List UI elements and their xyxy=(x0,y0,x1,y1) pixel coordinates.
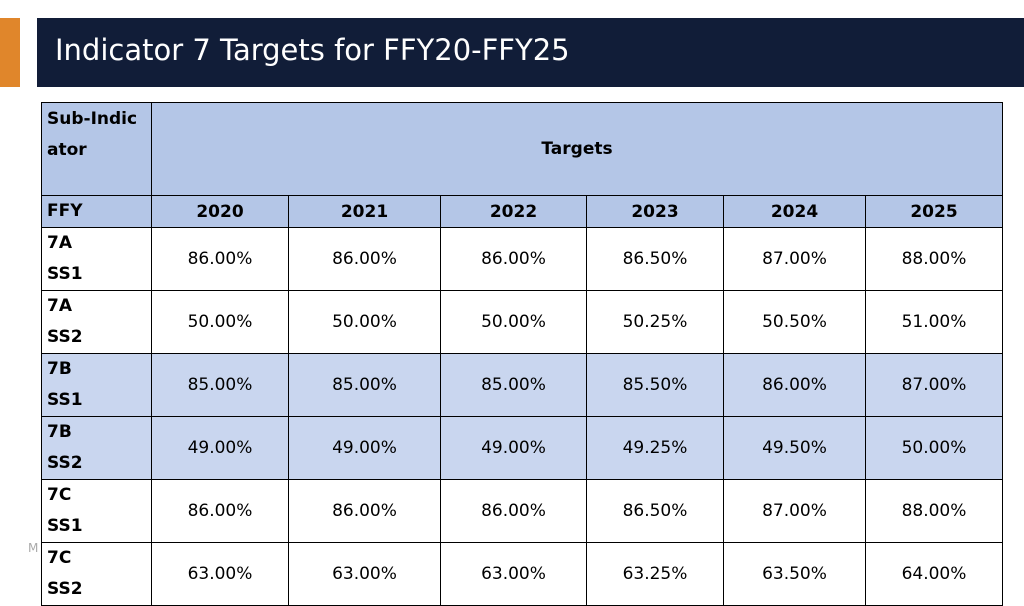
value-cell: 63.00% xyxy=(288,542,441,606)
row-label: 7C SS2 xyxy=(41,542,152,606)
value-cell: 86.00% xyxy=(723,353,866,417)
header-cell: Targets xyxy=(151,102,1003,196)
year-cell: 2022 xyxy=(440,195,587,228)
targets-table: Sub-Indicator Targets FFY 2020 2021 2022 2023 2… xyxy=(41,102,1003,606)
year-row: FFY 2020 2021 2022 2023 2024 2025 xyxy=(41,195,1003,228)
value-cell: 86.00% xyxy=(288,479,441,543)
value-cell: 63.25% xyxy=(586,542,724,606)
value-cell: 86.00% xyxy=(440,479,587,543)
value-cell: 86.00% xyxy=(288,227,441,291)
value-cell: 86.50% xyxy=(586,479,724,543)
data-row: 7C SS2 63.00% 63.00% 63.00% 63.25% 63.50% 64.00… xyxy=(41,542,1003,606)
value-cell: 88.00% xyxy=(865,479,1003,543)
year-cell: 2021 xyxy=(288,195,441,228)
year-cell: 2025 xyxy=(865,195,1003,228)
row-label-line: SS1 xyxy=(47,390,83,410)
row-label-line: 7C xyxy=(47,548,72,568)
row-label-line: 7C xyxy=(47,485,72,505)
value-cell: 50.00% xyxy=(865,416,1003,480)
data-row: 7B SS1 85.00% 85.00% 85.00% 85.50% 86.00% 87.00… xyxy=(41,353,1003,417)
value-cell: 49.25% xyxy=(586,416,724,480)
slide: Indicator 7 Targets for FFY20-FFY25 M Su… xyxy=(0,18,1024,606)
data-row: 7C SS1 86.00% 86.00% 86.00% 86.50% 87.00% 88.00… xyxy=(41,479,1003,543)
value-cell: 49.00% xyxy=(151,416,289,480)
data-row: 7A SS2 50.00% 50.00% 50.00% 50.25% 50.50% 51.00… xyxy=(41,290,1003,354)
value-cell: 86.00% xyxy=(151,479,289,543)
value-cell: 50.25% xyxy=(586,290,724,354)
value-cell: 49.00% xyxy=(440,416,587,480)
value-cell: 49.00% xyxy=(288,416,441,480)
value-cell: 50.00% xyxy=(288,290,441,354)
row-label: 7B SS2 xyxy=(41,416,152,480)
accent-bar xyxy=(0,18,20,87)
year-label: FFY xyxy=(41,195,152,228)
value-cell: 85.00% xyxy=(440,353,587,417)
row-label: 7B SS1 xyxy=(41,353,152,417)
value-cell: 87.00% xyxy=(723,479,866,543)
table-body: Sub-Indicator Targets FFY 2020 2021 2022 2023 2… xyxy=(41,102,1003,606)
slide-title: Indicator 7 Targets for FFY20-FFY25 xyxy=(55,33,570,67)
title-bar: Indicator 7 Targets for FFY20-FFY25 xyxy=(37,18,1024,87)
value-cell: 63.50% xyxy=(723,542,866,606)
value-cell: 86.50% xyxy=(586,227,724,291)
value-cell: 51.00% xyxy=(865,290,1003,354)
value-cell: 50.00% xyxy=(440,290,587,354)
header-cell: Sub-Indicator xyxy=(41,102,152,196)
row-label: 7A SS1 xyxy=(41,227,152,291)
row-label-line: SS2 xyxy=(47,579,83,599)
value-cell: 63.00% xyxy=(440,542,587,606)
row-label-line: 7B xyxy=(47,359,72,379)
data-row: 7A SS1 86.00% 86.00% 86.00% 86.50% 87.00% 88.00… xyxy=(41,227,1003,291)
row-label-line: SS2 xyxy=(47,453,83,473)
value-cell: 49.50% xyxy=(723,416,866,480)
row-label-line: 7A xyxy=(47,296,72,316)
value-cell: 63.00% xyxy=(151,542,289,606)
value-cell: 85.00% xyxy=(288,353,441,417)
value-cell: 85.50% xyxy=(586,353,724,417)
year-cell: 2020 xyxy=(151,195,289,228)
row-label-line: SS1 xyxy=(47,264,83,284)
row-label: 7A SS2 xyxy=(41,290,152,354)
header-row: Sub-Indicator Targets xyxy=(41,102,1003,196)
year-cell: 2024 xyxy=(723,195,866,228)
row-label-line: 7B xyxy=(47,422,72,442)
value-cell: 85.00% xyxy=(151,353,289,417)
value-cell: 87.00% xyxy=(723,227,866,291)
row-label-line: SS1 xyxy=(47,516,83,536)
row-label: 7C SS1 xyxy=(41,479,152,543)
data-row: 7B SS2 49.00% 49.00% 49.00% 49.25% 49.50% 50.00… xyxy=(41,416,1003,480)
value-cell: 87.00% xyxy=(865,353,1003,417)
value-cell: 50.50% xyxy=(723,290,866,354)
row-label-line: 7A xyxy=(47,233,72,253)
value-cell: 86.00% xyxy=(151,227,289,291)
value-cell: 88.00% xyxy=(865,227,1003,291)
value-cell: 64.00% xyxy=(865,542,1003,606)
year-cell: 2023 xyxy=(586,195,724,228)
row-label-line: SS2 xyxy=(47,327,83,347)
footer: M xyxy=(28,541,39,555)
value-cell: 86.00% xyxy=(440,227,587,291)
value-cell: 50.00% xyxy=(151,290,289,354)
